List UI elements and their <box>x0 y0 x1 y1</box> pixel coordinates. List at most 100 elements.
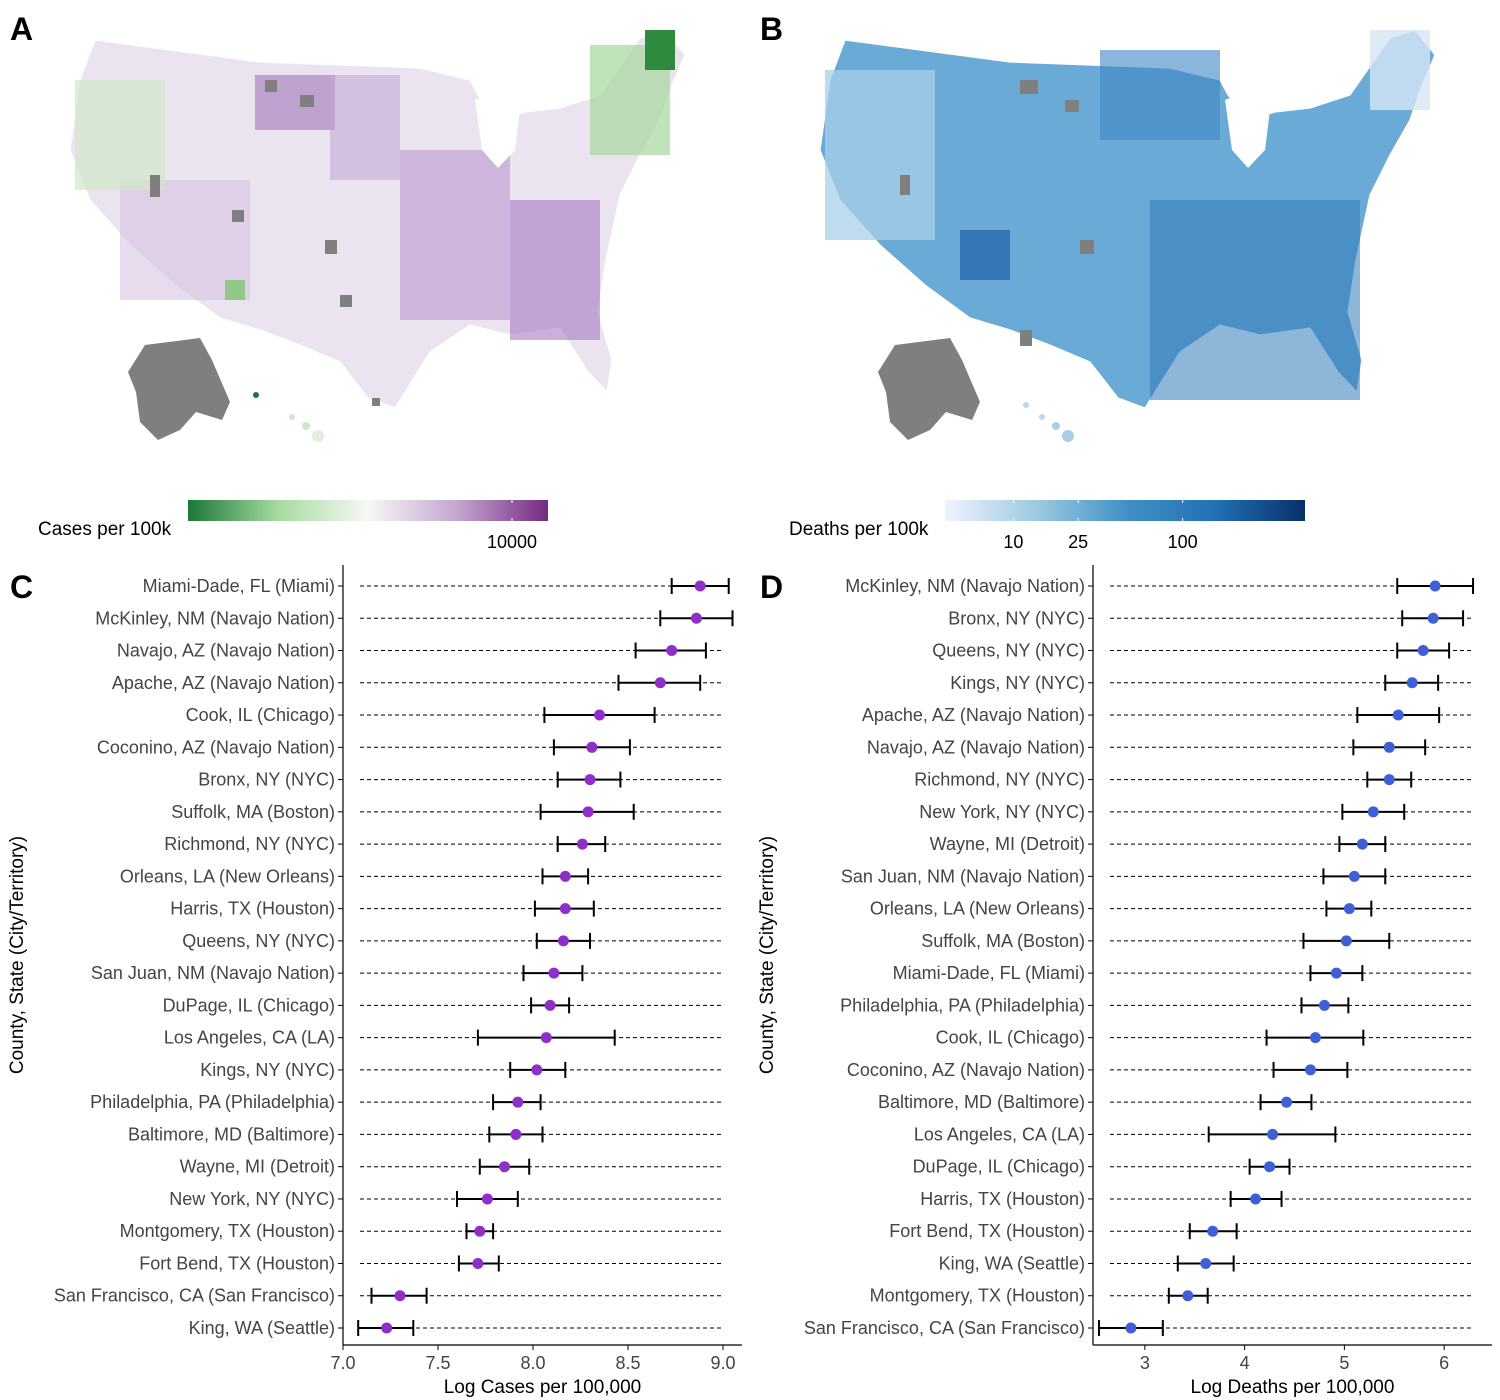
data-point <box>654 677 666 689</box>
y-tick-label: New York, NY (NYC) <box>169 1189 335 1209</box>
data-point <box>548 967 560 979</box>
legend-b: Deaths per 100k 10 25 100 <box>789 500 1305 552</box>
y-tick-label: Richmond, NY (NYC) <box>164 834 335 854</box>
data-point <box>1417 645 1429 657</box>
y-tick-label: Richmond, NY (NYC) <box>914 770 1085 790</box>
y-axis-title: County, State (City/Territory) <box>7 836 28 1074</box>
data-point <box>1182 1290 1194 1302</box>
y-tick-label: San Francisco, CA (San Francisco) <box>804 1318 1085 1338</box>
y-tick-label: DuPage, IL (Chicago) <box>913 1157 1085 1177</box>
data-point <box>1383 774 1395 786</box>
data-point <box>1264 1161 1276 1173</box>
data-point <box>1304 1064 1316 1076</box>
y-tick-label: Fort Bend, TX (Houston) <box>139 1253 335 1273</box>
legend-colorbar-a <box>188 500 548 521</box>
map-b <box>819 29 1436 442</box>
panel-b: B De <box>760 11 1436 552</box>
alaska-shape-b <box>878 338 980 440</box>
data-point <box>1427 612 1439 624</box>
panel-a: A <box>10 11 686 552</box>
data-point <box>1267 1128 1279 1140</box>
great-lakes-a <box>475 90 520 168</box>
legend-tick-label: 25 <box>1068 532 1088 552</box>
legend-colorbar-b <box>945 500 1305 521</box>
data-point <box>1429 580 1441 592</box>
y-tick-label: Bronx, NY (NYC) <box>948 608 1085 628</box>
y-tick-label: Wayne, MI (Detroit) <box>930 834 1085 854</box>
x-tick-label: 3 <box>1140 1353 1150 1373</box>
data-point <box>559 903 571 915</box>
y-tick-label: King, WA (Seattle) <box>189 1318 335 1338</box>
data-point <box>481 1193 493 1205</box>
y-tick-label: Cook, IL (Chicago) <box>936 1028 1085 1048</box>
data-point <box>1250 1193 1262 1205</box>
data-point <box>1348 870 1360 882</box>
x-tick-label: 8.5 <box>615 1353 640 1373</box>
legend-a: Cases per 100k 10000 <box>38 500 548 552</box>
y-tick-label: DuPage, IL (Chicago) <box>163 995 335 1015</box>
y-tick-label: Montgomery, TX (Houston) <box>120 1221 335 1241</box>
panel-label-a: A <box>10 11 33 47</box>
panel-c: C Miami-Dade, FL (Miami) McKinley, NM (Na… <box>7 565 742 1398</box>
alaska-shape-a <box>128 338 230 440</box>
data-point <box>531 1064 543 1076</box>
data-point <box>559 870 571 882</box>
data-point <box>1340 935 1352 947</box>
y-tick-label: San Juan, NM (Navajo Nation) <box>91 963 335 983</box>
y-tick-label: Suffolk, MA (Boston) <box>171 802 335 822</box>
y-tick-label: Coconino, AZ (Navajo Nation) <box>847 1060 1085 1080</box>
y-tick-label: Montgomery, TX (Houston) <box>870 1286 1085 1306</box>
data-point <box>1343 903 1355 915</box>
x-axis-title: Log Cases per 100,000 <box>444 1377 642 1398</box>
y-tick-label: Kings, NY (NYC) <box>950 673 1085 693</box>
legend-tick-label: 100 <box>1168 532 1198 552</box>
y-tick-label: Queens, NY (NYC) <box>932 641 1085 661</box>
data-point <box>690 612 702 624</box>
data-point <box>594 709 605 721</box>
y-tick-label: Philadelphia, PA (Philadelphia) <box>840 995 1085 1015</box>
y-tick-label: San Juan, NM (Navajo Nation) <box>841 866 1085 886</box>
y-tick-label: Navajo, AZ (Navajo Nation) <box>117 641 335 661</box>
panel-d: D McKinley, NM (Navajo Nation) Bronx, NY … <box>757 565 1492 1398</box>
data-point <box>381 1322 393 1334</box>
y-tick-label: Bronx, NY (NYC) <box>198 770 335 790</box>
dot-plot-c: Miami-Dade, FL (Miami) McKinley, NM (Nava… <box>7 565 742 1398</box>
y-tick-label: Philadelphia, PA (Philadelphia) <box>90 1092 335 1112</box>
x-tick-label: 4 <box>1240 1353 1250 1373</box>
y-tick-label: McKinley, NM (Navajo Nation) <box>845 576 1085 596</box>
data-point <box>499 1161 510 1173</box>
data-point <box>1383 741 1395 753</box>
data-point <box>1330 967 1342 979</box>
hawaii-shape-a <box>253 392 324 442</box>
x-axis-title: Log Deaths per 100,000 <box>1191 1377 1395 1398</box>
y-tick-label: McKinley, NM (Navajo Nation) <box>95 608 335 628</box>
y-tick-label: Apache, AZ (Navajo Nation) <box>112 673 335 693</box>
data-point <box>1125 1322 1137 1334</box>
legend-title-b: Deaths per 100k <box>789 519 929 540</box>
data-point <box>1200 1257 1212 1269</box>
county-shading-b <box>825 30 1430 400</box>
panel-label-c: C <box>10 569 33 605</box>
y-tick-label: Fort Bend, TX (Houston) <box>889 1221 1085 1241</box>
y-tick-label: Apache, AZ (Navajo Nation) <box>862 705 1085 725</box>
y-tick-label: Wayne, MI (Detroit) <box>180 1157 335 1177</box>
panel-label-d: D <box>760 569 783 605</box>
y-tick-label: Orleans, LA (New Orleans) <box>870 899 1085 919</box>
y-tick-label: Orleans, LA (New Orleans) <box>120 866 335 886</box>
data-point <box>586 741 598 753</box>
data-point <box>694 580 706 592</box>
data-point <box>1367 806 1379 818</box>
data-point <box>584 774 596 786</box>
legend-tick-label: 10000 <box>487 532 537 552</box>
y-tick-label: Miami-Dade, FL (Miami) <box>143 576 335 596</box>
data-point <box>394 1290 406 1302</box>
data-point <box>582 806 594 818</box>
x-tick-label: 6 <box>1439 1353 1449 1373</box>
y-tick-label: Harris, TX (Houston) <box>920 1189 1085 1209</box>
y-tick-label: Navajo, AZ (Navajo Nation) <box>867 737 1085 757</box>
hawaii-shape-b <box>1023 402 1074 442</box>
dot-plot-d: McKinley, NM (Navajo Nation) Bronx, NY (N… <box>757 565 1492 1398</box>
map-a <box>69 29 686 442</box>
y-tick-label: Los Angeles, CA (LA) <box>914 1124 1085 1144</box>
